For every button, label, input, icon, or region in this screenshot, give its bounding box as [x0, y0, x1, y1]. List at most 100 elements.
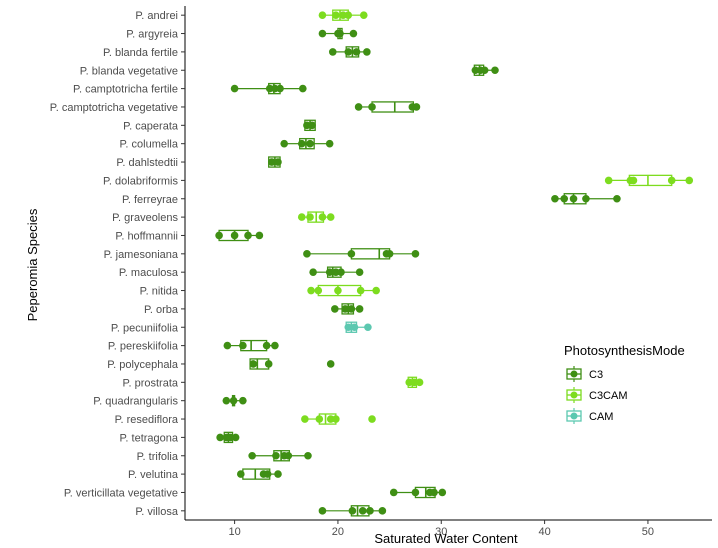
data-point: [415, 378, 424, 387]
data-point: [325, 139, 334, 148]
x-tick-label: 10: [228, 526, 240, 538]
data-point: [667, 176, 676, 185]
x-tick-label: 30: [435, 526, 447, 538]
data-point: [268, 158, 276, 166]
data-point: [272, 451, 280, 460]
data-point: [378, 507, 387, 515]
y-axis-title: Peperomia Species: [25, 208, 40, 321]
species-box: [303, 248, 420, 260]
data-point: [411, 250, 420, 258]
data-point: [239, 396, 247, 405]
data-point: [314, 286, 323, 295]
data-point: [629, 176, 638, 185]
data-point: [551, 194, 559, 203]
data-point: [332, 11, 340, 19]
data-point: [326, 213, 335, 221]
y-tick-label: P. blanda fertile: [103, 47, 178, 59]
data-point: [356, 286, 365, 295]
data-point: [223, 341, 232, 350]
legend-label: CAM: [589, 411, 613, 423]
data-point: [352, 48, 361, 56]
data-point: [336, 29, 344, 38]
y-tick-label: P. prostrata: [123, 377, 179, 389]
data-point: [389, 488, 398, 497]
y-tick-label: P. polycephala: [107, 359, 179, 371]
y-tick-label: P. pereskiifolia: [108, 341, 179, 353]
data-point: [309, 268, 317, 276]
data-point: [491, 66, 499, 75]
x-tick-label: 40: [538, 526, 550, 538]
legend-item: C3: [566, 366, 603, 382]
y-tick-label: P. blanda vegetative: [80, 65, 178, 77]
species-box: [307, 284, 380, 297]
data-point: [480, 66, 489, 75]
data-point: [216, 433, 224, 442]
data-point: [280, 139, 289, 148]
species-box: [248, 450, 312, 462]
data-point: [306, 139, 314, 148]
species-box: [318, 27, 358, 40]
legend-key-point: [570, 370, 578, 378]
data-point: [249, 360, 257, 368]
data-point: [315, 415, 324, 423]
data-point: [308, 121, 316, 130]
data-point: [348, 507, 357, 515]
legend: PhotosynthesisMode C3 C3CAM CAM: [564, 343, 685, 424]
data-point: [364, 323, 372, 332]
data-point: [318, 11, 327, 19]
species-box: [297, 211, 335, 223]
species-box: [216, 431, 240, 444]
data-point: [569, 194, 578, 203]
data-point: [239, 341, 247, 350]
data-point: [297, 139, 306, 148]
species-box: [301, 413, 376, 425]
data-point: [215, 231, 223, 240]
data-point: [347, 305, 356, 313]
species-box: [268, 156, 282, 168]
species-box: [237, 468, 282, 480]
data-point: [306, 213, 314, 221]
data-point: [307, 286, 315, 295]
species-box: [551, 193, 621, 205]
y-tick-label: P. velutina: [128, 469, 179, 481]
data-point: [344, 48, 353, 56]
y-tick-label: P. tetragona: [119, 432, 178, 444]
data-point: [284, 451, 293, 460]
data-point: [244, 231, 252, 240]
legend-key-point: [570, 412, 578, 420]
data-point: [685, 176, 694, 185]
species-box: [318, 9, 368, 21]
data-point: [297, 213, 306, 221]
data-point: [331, 305, 339, 313]
data-point: [231, 433, 240, 442]
data-point: [358, 507, 367, 515]
data-point: [262, 341, 271, 350]
species-box: [309, 266, 364, 278]
data-point: [318, 29, 327, 38]
y-tick-label: P. orba: [144, 304, 179, 316]
data-point: [349, 29, 358, 38]
data-point: [344, 323, 353, 332]
y-tick-label: P. ferreyrae: [122, 194, 178, 206]
data-point: [248, 451, 256, 460]
data-point: [230, 231, 239, 240]
y-tick-label: P. villosa: [135, 506, 178, 518]
data-point: [337, 268, 345, 276]
y-tick-label: P. andrei: [135, 10, 178, 22]
y-tick-label: P. argyreia: [126, 29, 179, 41]
data-point: [411, 488, 420, 497]
data-point: [368, 415, 376, 423]
species-box: [344, 321, 372, 333]
data-point: [325, 268, 334, 276]
legend-item: C3CAM: [566, 387, 628, 403]
x-tick-label: 50: [642, 526, 654, 538]
species-box: [215, 229, 264, 242]
species-box: [354, 101, 421, 113]
species-box: [280, 137, 334, 150]
y-tick-label: P. quadrangularis: [93, 396, 178, 408]
y-tick-label: P. trifolia: [137, 451, 179, 463]
y-tick-label: P. caperata: [123, 120, 179, 132]
data-point: [303, 250, 311, 258]
species-box: [230, 82, 307, 95]
